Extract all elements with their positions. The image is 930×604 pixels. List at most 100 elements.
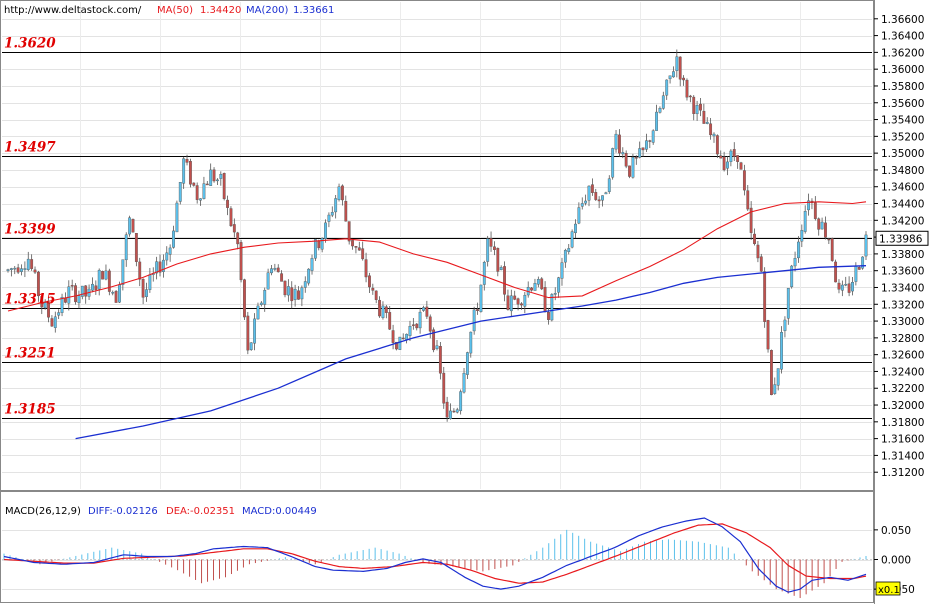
candle-body <box>249 342 253 350</box>
candle-body <box>793 258 797 267</box>
candlesticks <box>6 49 868 422</box>
candle-body <box>313 239 317 259</box>
candle-body <box>297 290 300 300</box>
candle-body <box>628 165 631 177</box>
candle-body <box>16 267 20 273</box>
candle-body <box>330 212 334 216</box>
candle-body <box>158 261 162 273</box>
price-tick-label: 1.35800 <box>881 81 924 93</box>
candle-body <box>411 324 415 326</box>
candle-body <box>509 295 513 312</box>
candle-body <box>688 95 692 98</box>
candle-body <box>141 278 145 298</box>
candle-body <box>493 246 496 250</box>
candle-body <box>594 192 598 200</box>
macd-title: MACD(26,12,9) <box>5 506 81 517</box>
candle-body <box>651 130 655 143</box>
candle-body <box>857 267 861 270</box>
candle-body <box>80 285 84 297</box>
macd-lines <box>3 517 867 593</box>
candle-body <box>435 345 439 349</box>
support-resistance-lines <box>2 52 872 419</box>
candle-body <box>455 409 459 413</box>
candle-body <box>94 285 98 290</box>
candle-body <box>503 266 506 295</box>
candle-body <box>699 103 702 111</box>
candle-body <box>111 292 115 294</box>
candle-body <box>638 148 642 158</box>
candle-body <box>324 222 327 240</box>
candle-body <box>256 305 260 320</box>
candle-body <box>766 320 770 350</box>
candle-body <box>783 319 787 331</box>
candle-body <box>347 221 351 242</box>
candle-body <box>847 283 851 293</box>
candle-body <box>161 259 165 272</box>
price-tick-label: 1.32600 <box>881 350 924 362</box>
candle-body <box>726 161 729 169</box>
candle-body <box>715 135 719 155</box>
candle-body <box>790 265 794 288</box>
candle-body <box>834 261 838 283</box>
header-ma200-value: 1.33661 <box>293 5 334 16</box>
candle-body <box>104 270 108 280</box>
candle-body <box>516 298 520 305</box>
candle-body <box>344 201 348 222</box>
candle-body <box>486 238 490 262</box>
candle-body <box>178 182 182 202</box>
candle-body <box>70 285 74 287</box>
candle-body <box>263 290 267 305</box>
candle-body <box>658 108 662 113</box>
candle-body <box>851 282 854 292</box>
candle-body <box>47 302 50 318</box>
candle-body <box>634 157 638 159</box>
candle-body <box>384 306 388 313</box>
candle-body <box>824 222 827 238</box>
ma200-line <box>75 265 867 440</box>
price-tick-label: 1.35000 <box>881 148 924 160</box>
candle-body <box>209 169 213 186</box>
candle-body <box>837 282 841 290</box>
candle-body <box>368 275 371 288</box>
candle-body <box>428 316 432 332</box>
candle-body <box>749 207 753 233</box>
candle-body <box>195 185 199 200</box>
level-label: 1.3497 <box>4 140 56 156</box>
candle-body <box>212 169 216 182</box>
candle-body <box>97 269 101 290</box>
candle-body <box>452 410 456 413</box>
macd-dea-line <box>3 523 867 584</box>
candle-body <box>36 271 40 297</box>
price-tick-label: 1.35200 <box>881 131 924 143</box>
candle-body <box>550 294 554 321</box>
candle-body <box>188 161 192 185</box>
candle-body <box>854 265 858 282</box>
candle-body <box>661 95 665 109</box>
candle-body <box>175 202 179 233</box>
candle-body <box>168 247 172 255</box>
candle-body <box>378 299 381 317</box>
candle-body <box>496 247 500 272</box>
candle-body <box>320 237 324 250</box>
main-grid <box>2 2 872 489</box>
candle-body <box>499 267 503 271</box>
candle-body <box>675 56 679 71</box>
candle-body <box>469 331 473 354</box>
candle-body <box>682 77 686 81</box>
price-tick-label: 1.33200 <box>881 299 924 311</box>
price-tick-label: 1.36000 <box>881 64 924 76</box>
candle-body <box>418 311 422 329</box>
candle-body <box>202 183 206 199</box>
candle-body <box>705 121 709 124</box>
candle-body <box>645 140 648 150</box>
candle-body <box>199 198 202 201</box>
candle-body <box>709 123 713 136</box>
candle-body <box>283 280 287 296</box>
candle-body <box>489 238 493 247</box>
candle-body <box>617 134 621 154</box>
candle-body <box>293 288 297 300</box>
price-tick-label: 1.33600 <box>881 266 924 278</box>
candle-body <box>624 153 628 167</box>
candle-body <box>547 312 550 320</box>
